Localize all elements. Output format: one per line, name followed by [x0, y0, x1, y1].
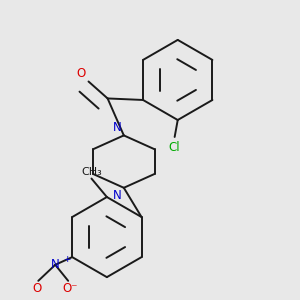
Text: CH₃: CH₃	[81, 167, 102, 177]
Text: O: O	[32, 282, 41, 296]
Text: Cl: Cl	[169, 141, 181, 154]
Text: N: N	[51, 258, 60, 271]
Text: +: +	[63, 255, 70, 264]
Text: O⁻: O⁻	[62, 282, 77, 296]
Text: O: O	[76, 67, 86, 80]
Text: N: N	[112, 189, 121, 202]
Text: N: N	[112, 121, 121, 134]
